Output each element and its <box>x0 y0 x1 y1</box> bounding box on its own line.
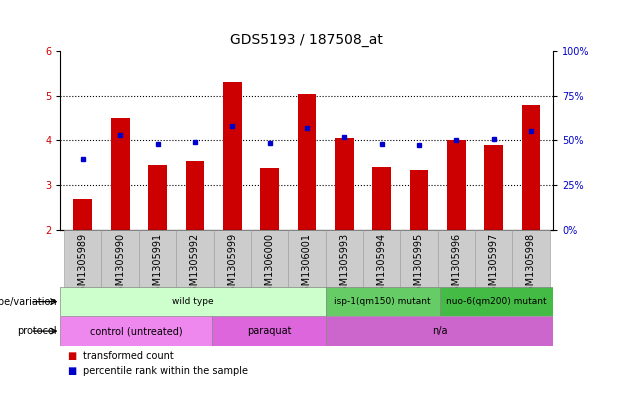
Text: nuo-6(qm200) mutant: nuo-6(qm200) mutant <box>446 297 547 306</box>
Bar <box>74 198 92 230</box>
Text: paraquat: paraquat <box>247 326 291 336</box>
Text: control (untreated): control (untreated) <box>90 326 183 336</box>
Bar <box>60 316 212 346</box>
Bar <box>186 161 204 230</box>
Bar <box>298 94 316 230</box>
Bar <box>363 230 400 287</box>
Text: GSM1305996: GSM1305996 <box>451 233 461 298</box>
Title: GDS5193 / 187508_at: GDS5193 / 187508_at <box>230 33 384 47</box>
Bar <box>260 168 279 230</box>
Text: GSM1305993: GSM1305993 <box>339 233 349 298</box>
Text: GSM1305991: GSM1305991 <box>153 233 163 298</box>
Bar <box>439 287 553 316</box>
Bar <box>251 230 288 287</box>
Text: GSM1305994: GSM1305994 <box>377 233 387 298</box>
Bar <box>438 230 475 287</box>
Text: GSM1305989: GSM1305989 <box>78 233 88 298</box>
Bar <box>111 118 130 230</box>
Text: GSM1305995: GSM1305995 <box>414 233 424 298</box>
Bar <box>484 145 503 230</box>
Bar <box>102 230 139 287</box>
Bar <box>60 287 326 316</box>
Bar <box>475 230 512 287</box>
Text: protocol: protocol <box>18 326 57 336</box>
Bar <box>512 230 550 287</box>
Bar <box>214 230 251 287</box>
Bar <box>522 105 540 230</box>
Text: GSM1305990: GSM1305990 <box>115 233 125 298</box>
Text: percentile rank within the sample: percentile rank within the sample <box>83 366 247 376</box>
Text: GSM1306001: GSM1306001 <box>302 233 312 298</box>
Bar <box>326 316 553 346</box>
Text: isp-1(qm150) mutant: isp-1(qm150) mutant <box>335 297 431 306</box>
Bar <box>400 230 438 287</box>
Bar <box>410 169 428 230</box>
Text: GSM1305999: GSM1305999 <box>227 233 237 298</box>
Bar <box>64 230 102 287</box>
Bar <box>447 140 466 230</box>
Text: genotype/variation: genotype/variation <box>0 297 57 307</box>
Text: GSM1305992: GSM1305992 <box>190 233 200 298</box>
Bar <box>212 316 326 346</box>
Bar <box>223 83 242 230</box>
Bar <box>326 287 439 316</box>
Bar <box>176 230 214 287</box>
Bar <box>148 165 167 230</box>
Text: GSM1305998: GSM1305998 <box>526 233 536 298</box>
Bar <box>372 167 391 230</box>
Text: wild type: wild type <box>172 297 214 306</box>
Text: ■: ■ <box>67 351 76 361</box>
Text: GSM1305997: GSM1305997 <box>488 233 499 298</box>
Text: ■: ■ <box>67 366 76 376</box>
Bar <box>335 138 354 230</box>
Bar <box>288 230 326 287</box>
Bar <box>139 230 176 287</box>
Text: GSM1306000: GSM1306000 <box>265 233 275 298</box>
Text: transformed count: transformed count <box>83 351 174 361</box>
Bar <box>326 230 363 287</box>
Text: n/a: n/a <box>432 326 447 336</box>
